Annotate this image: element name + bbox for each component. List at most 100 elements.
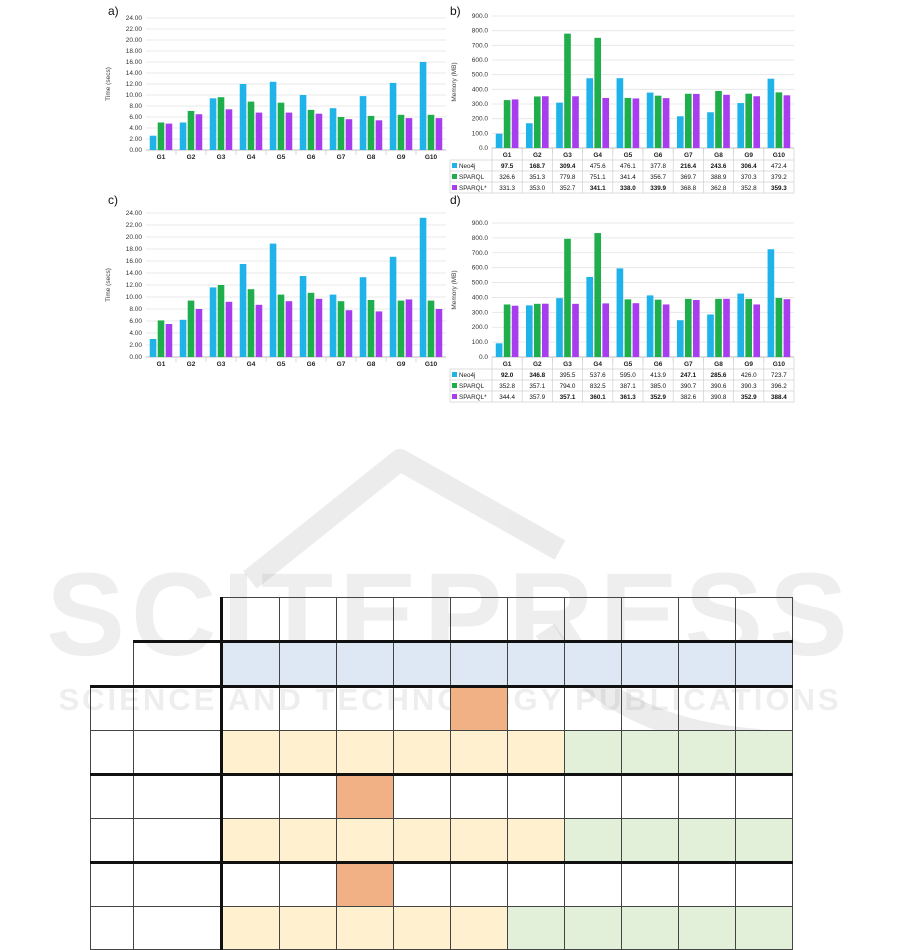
a-bar-g4-s2: [247, 101, 255, 150]
a-bar-g6-s1: [299, 95, 307, 150]
grid-cell: [336, 906, 394, 950]
d-bar-g5-s1: [616, 268, 624, 357]
grid-cell: [279, 597, 337, 642]
grid-cell: [564, 818, 622, 863]
a-bar-g1-s1: [149, 135, 157, 150]
a-ytick-label: 6.00: [129, 114, 142, 121]
d-table-value: 537.6: [590, 372, 606, 379]
grid-cell: [564, 730, 622, 775]
a-ytick-label: 0.00: [129, 147, 142, 154]
a-xtick-label: G1: [157, 154, 166, 160]
b-bar-g6-s3: [662, 98, 670, 148]
a-bar-g1-s3: [165, 123, 173, 150]
grid-cell: [507, 906, 565, 950]
row-group-cell: [90, 730, 134, 775]
a-ytick-label: 18.00: [126, 48, 143, 55]
grid-cell: [279, 906, 337, 950]
d-bar-g9-s3: [753, 304, 761, 357]
a-bar-g4-s1: [239, 84, 247, 150]
d-table-value: 390.6: [711, 383, 727, 390]
b-xtick-label: G7: [684, 152, 693, 159]
a-bar-g8-s2: [367, 115, 375, 150]
a-bar-g1-s2: [157, 122, 165, 150]
b-legend-key-2: [452, 174, 457, 179]
grid-cell: [735, 861, 793, 907]
grid-cell: [507, 861, 565, 907]
b-legend-label-3: SPARQL*: [459, 185, 487, 192]
b-bar-g3-s3: [572, 96, 579, 148]
grid-cell: [279, 861, 337, 907]
c-bar-g8-s3: [375, 311, 383, 357]
grid-cell: [336, 818, 394, 863]
d-ytick-label: 0.0: [479, 354, 488, 361]
c-ytick-label: 20.00: [126, 234, 143, 241]
c-ytick-label: 14.00: [126, 270, 143, 277]
a-xtick-label: G8: [367, 154, 376, 160]
grid-cell: [220, 773, 280, 819]
b-bar-g2-s2: [533, 96, 541, 148]
a-bar-g9-s1: [389, 82, 397, 150]
b-bar-g4-s3: [602, 97, 610, 148]
d-ytick-label: 600.0: [472, 265, 489, 272]
b-bar-g2-s1: [525, 123, 533, 148]
panel-label-d: d): [450, 193, 461, 207]
grid-cell: [735, 597, 793, 642]
grid-row: [90, 730, 793, 775]
d-ytick-label: 500.0: [472, 280, 489, 287]
d-table-value: 382.6: [680, 394, 696, 401]
grid-cell: [336, 773, 394, 819]
b-bar-g6-s1: [646, 92, 654, 148]
row-group-cell: [91, 598, 134, 642]
b-bar-g1-s1: [495, 133, 503, 148]
d-table-value: 413.9: [650, 372, 666, 379]
a-bar-g8-s3: [375, 120, 383, 150]
grid-cell: [450, 818, 508, 863]
a-bar-g10-s2: [427, 114, 435, 150]
a-xtick-label: G6: [307, 154, 316, 160]
grid-cell: [564, 906, 622, 950]
b-table-value: 356.7: [650, 174, 666, 181]
row-group-cell: [90, 818, 134, 863]
row-header-cell: [133, 730, 222, 775]
grid-cell: [336, 640, 394, 687]
b-legend-key-3: [452, 185, 457, 190]
d-table-value: 388.4: [771, 394, 787, 401]
d-bar-g6-s2: [654, 299, 662, 357]
d-table-value: 346.8: [529, 372, 545, 379]
grid-cell: [564, 597, 622, 642]
c-xtick-label: G7: [337, 361, 346, 368]
d-bar-g8-s2: [715, 298, 722, 357]
b-xtick-label: G3: [563, 152, 572, 159]
grid-cell: [220, 861, 280, 907]
grid-cell: [678, 597, 736, 642]
a-ytick-label: 12.00: [126, 81, 143, 88]
c-bar-g8-s1: [359, 277, 367, 357]
a-bar-g3-s1: [209, 98, 217, 150]
d-xtick-label: G1: [503, 361, 512, 368]
b-table-value: 388.9: [711, 174, 727, 181]
d-bar-g6-s3: [662, 304, 670, 357]
a-bar-g7-s3: [345, 119, 353, 150]
row-group-cell: [90, 906, 134, 950]
grid-cell: [336, 861, 394, 907]
b-xtick-label: G4: [593, 152, 602, 159]
chart-b-memory: Memory (MB) 0.0 100.0 200.0 300.0 400.0 500.0 6…: [449, 13, 795, 194]
b-bar-g3-s1: [556, 102, 563, 148]
c-bar-g10-s1: [419, 217, 427, 357]
grid-cell: [621, 906, 679, 950]
d-table-value: 595.0: [620, 372, 636, 379]
b-table-value: 216.4: [680, 163, 696, 170]
d-bar-g1-s2: [503, 304, 511, 357]
d-xtick-label: G5: [624, 361, 633, 368]
d-bar-g7-s1: [676, 320, 684, 357]
d-xtick-label: G9: [744, 361, 753, 368]
d-ytick-label: 400.0: [472, 294, 489, 301]
a-xtick-label: G2: [187, 154, 196, 160]
color-grid-table: [90, 597, 793, 950]
b-bar-g10-s3: [783, 95, 791, 148]
d-bar-g9-s1: [737, 293, 745, 357]
b-xtick-label: G6: [654, 152, 663, 159]
b-ytick-label: 200.0: [472, 116, 489, 123]
a-ytick-label: 2.00: [129, 136, 142, 143]
c-ytick-label: 0.00: [129, 354, 142, 361]
